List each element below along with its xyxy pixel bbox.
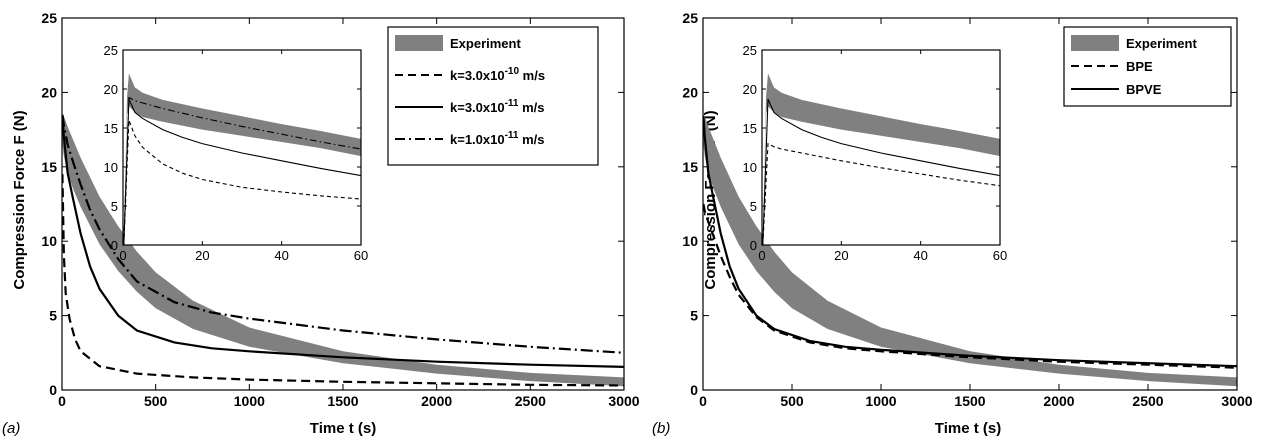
inset-xtick-label: 60 <box>993 248 1007 263</box>
experiment-band <box>62 114 624 387</box>
inset-ytick-label: 5 <box>750 199 757 214</box>
inset-xtick-label: 0 <box>758 248 765 263</box>
inset-ytick-label: 15 <box>743 121 757 136</box>
inset-series-line-2 <box>123 96 361 245</box>
main-xtick-label: 2000 <box>421 393 452 409</box>
main-xtick-label: 3000 <box>1221 393 1252 409</box>
inset-plot-area <box>123 73 361 245</box>
legend-label-experiment: Experiment <box>450 36 521 51</box>
main-ytick-label: 10 <box>682 233 698 249</box>
inset-series-line-1 <box>762 98 1000 245</box>
main-ytick-label: 5 <box>49 308 57 324</box>
xlabel-a: Time t (s) <box>310 420 376 437</box>
main-xtick-label: 0 <box>699 393 707 409</box>
inset-xtick-label: 40 <box>913 248 927 263</box>
inset-plot-area <box>762 73 1000 245</box>
inset-ytick-label: 10 <box>104 160 118 175</box>
main-plot-area <box>703 114 1237 387</box>
main-xtick-label: 1500 <box>954 393 985 409</box>
main-xtick-label: 1500 <box>327 393 358 409</box>
main-xtick-label: 0 <box>58 393 66 409</box>
inset-ytick-label: 5 <box>111 199 118 214</box>
main-xtick-label: 500 <box>144 393 168 409</box>
inset-xtick-label: 60 <box>354 248 368 263</box>
main-xtick-label: 2500 <box>515 393 546 409</box>
ylabel-a: Compression Force F (N) <box>11 110 28 289</box>
inset-frame <box>761 49 1001 246</box>
series-line-0 <box>62 174 624 387</box>
series-line-2 <box>62 114 624 354</box>
main-ytick-label: 25 <box>41 10 57 26</box>
panel-b: Compression Force F (N) Time t (s) (b) 0… <box>652 10 1253 437</box>
inset-xtick-label: 20 <box>834 248 848 263</box>
inset-ytick-label: 0 <box>750 238 757 253</box>
main-ytick-label: 0 <box>49 382 57 398</box>
legend-label-0: k=3.0x10-10 m/s <box>450 66 545 83</box>
main-ytick-label: 20 <box>682 84 698 100</box>
legend-label-experiment: Experiment <box>1126 36 1197 51</box>
legend-label-1: k=3.0x10-11 m/s <box>450 98 545 115</box>
inset-ytick-label: 25 <box>104 43 118 58</box>
inset-ytick-label: 10 <box>743 160 757 175</box>
series-line-1 <box>62 116 624 368</box>
inset-xtick-label: 40 <box>274 248 288 263</box>
inset-xtick-label: 20 <box>195 248 209 263</box>
inset-series-line-1 <box>123 98 361 245</box>
main-ytick-label: 10 <box>41 233 57 249</box>
inset-ytick-label: 20 <box>104 82 118 97</box>
main-ytick-label: 5 <box>690 308 698 324</box>
inset-xtick-label: 0 <box>119 248 126 263</box>
inset-experiment-band <box>123 73 361 245</box>
xlabel-b: Time t (s) <box>935 420 1001 437</box>
main-ytick-label: 15 <box>682 159 698 175</box>
experiment-band <box>703 114 1237 387</box>
legend-swatch-experiment <box>1071 35 1119 51</box>
inset-ytick-label: 15 <box>104 121 118 136</box>
main-xtick-label: 500 <box>780 393 804 409</box>
main-xtick-label: 2000 <box>1043 393 1074 409</box>
inset-frame <box>122 49 362 246</box>
main-plot-area <box>62 114 624 387</box>
legend-swatch-experiment <box>395 35 443 51</box>
inset-experiment-band <box>762 73 1000 245</box>
inset-ytick-label: 0 <box>111 238 118 253</box>
inset-series-line-0 <box>762 142 1000 245</box>
panel-a: Compression Force F (N) Time t (s) (a) 0… <box>2 10 640 437</box>
main-ytick-label: 0 <box>690 382 698 398</box>
inset-ytick-label: 20 <box>743 82 757 97</box>
legend-label-1: BPVE <box>1126 82 1162 97</box>
legend-label-2: k=1.0x10-11 m/s <box>450 130 545 147</box>
inset-series-line-0 <box>123 120 361 245</box>
panel-label-b: (b) <box>652 420 670 437</box>
series-line-1 <box>703 116 1237 368</box>
main-xtick-label: 1000 <box>234 393 265 409</box>
main-xtick-label: 1000 <box>865 393 896 409</box>
main-xtick-label: 2500 <box>1132 393 1163 409</box>
legend-label-0: BPE <box>1126 59 1153 74</box>
main-ytick-label: 25 <box>682 10 698 26</box>
main-ytick-label: 20 <box>41 84 57 100</box>
main-xtick-label: 3000 <box>608 393 639 409</box>
inset-ytick-label: 25 <box>743 43 757 58</box>
panel-label-a: (a) <box>2 420 20 437</box>
main-ytick-label: 15 <box>41 159 57 175</box>
